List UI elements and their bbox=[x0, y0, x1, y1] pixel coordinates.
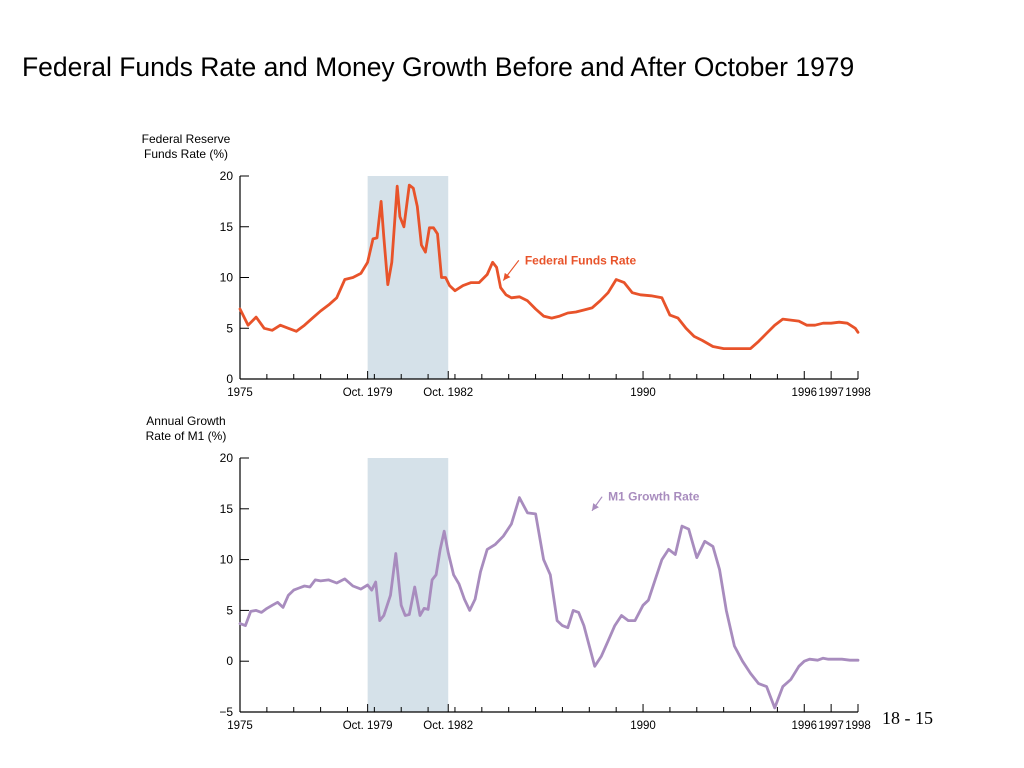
funds-x-tick-label: 1996 bbox=[791, 387, 817, 399]
m1-shaded-region bbox=[367, 458, 449, 712]
funds-y-tick-label: 20 bbox=[220, 169, 234, 183]
m1-x-tick-label: 1990 bbox=[630, 720, 656, 732]
slide-title: Federal Funds Rate and Money Growth Befo… bbox=[22, 52, 855, 82]
funds-annotation-arrowhead bbox=[503, 272, 511, 281]
funds-series-line bbox=[238, 183, 860, 351]
m1-y-tick-label: 5 bbox=[226, 603, 233, 617]
m1-y-tick-label: 0 bbox=[226, 654, 233, 668]
funds-y-tick-label: 5 bbox=[226, 321, 233, 335]
m1-x-tick-label: 1996 bbox=[791, 720, 817, 732]
m1-y-tick-label: 15 bbox=[220, 502, 234, 516]
m1-y-tick-label: −5 bbox=[219, 705, 233, 719]
m1-x-tick-label: Oct. 1979 bbox=[343, 720, 393, 732]
funds-x-tick-label: 1997 bbox=[818, 387, 844, 399]
funds-y-axis-label: Funds Rate (%) bbox=[144, 147, 228, 161]
m1-x-tick-label: 1975 bbox=[227, 720, 253, 732]
m1-y-axis-label: Rate of M1 (%) bbox=[146, 429, 227, 443]
funds-x-tick-label: 1998 bbox=[845, 387, 871, 399]
m1-annotation-arrowhead bbox=[592, 503, 599, 511]
m1-y-tick-label: 20 bbox=[220, 451, 234, 465]
m1-y-tick-label: 10 bbox=[220, 553, 234, 567]
m1-x-tick-label: Oct. 1982 bbox=[423, 720, 473, 732]
m1-series-line bbox=[238, 496, 860, 710]
slide-number: 18 - 15 bbox=[882, 708, 933, 728]
funds-x-tick-label: Oct. 1979 bbox=[343, 387, 393, 399]
funds-x-tick-label: Oct. 1982 bbox=[423, 387, 473, 399]
m1-y-axis-label: Annual Growth bbox=[146, 414, 225, 428]
funds-y-tick-label: 10 bbox=[220, 271, 234, 285]
funds-y-tick-label: 0 bbox=[226, 372, 233, 386]
funds-annotation-label: Federal Funds Rate bbox=[525, 253, 637, 267]
funds-y-tick-label: 15 bbox=[220, 220, 234, 234]
funds-y-axis-label: Federal Reserve bbox=[142, 132, 231, 146]
m1-annotation-label: M1 Growth Rate bbox=[608, 490, 700, 504]
m1-x-tick-label: 1997 bbox=[818, 720, 844, 732]
funds-x-tick-label: 1990 bbox=[630, 387, 656, 399]
funds-x-tick-label: 1975 bbox=[227, 387, 253, 399]
m1-x-tick-label: 1998 bbox=[845, 720, 871, 732]
